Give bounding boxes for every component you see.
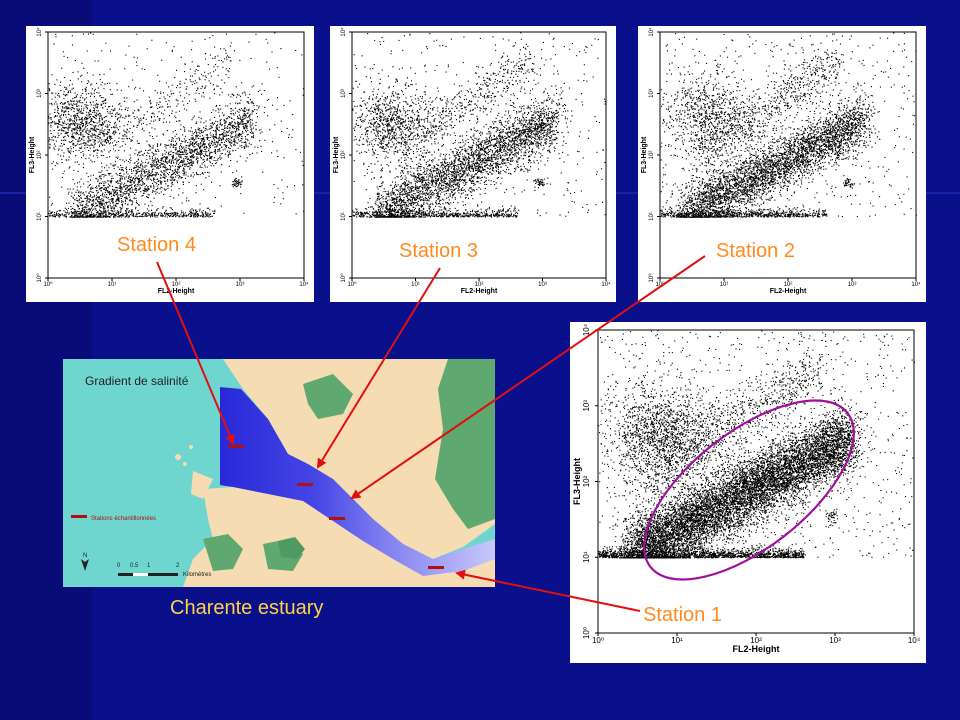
y-tick-label: 10¹ (341, 212, 347, 221)
x-axis-label: FL2-Height (158, 288, 195, 295)
x-tick-label: 10⁴ (911, 281, 921, 288)
y-tick-label: 10² (341, 151, 347, 160)
y-tick-label: 10⁰ (340, 273, 347, 283)
map-legend-text: Stations échantillonnées (91, 516, 156, 522)
north-arrow-icon (81, 559, 89, 571)
y-tick-label: 10² (37, 151, 43, 160)
scatter-panel-station-1: 10⁰ 10⁰ 10¹ 10¹ 10² 10² 10³ 10³ 10⁴ 10⁴ FL2-Height… (570, 322, 926, 663)
x-tick-label: 10⁴ (908, 636, 921, 645)
y-tick-label: 10⁴ (340, 27, 347, 37)
station-2-label: Station 2 (716, 240, 795, 263)
y-tick-label: 10⁰ (36, 273, 43, 283)
y-tick-label: 10³ (37, 89, 43, 98)
x-tick-label: 10¹ (411, 282, 420, 288)
y-axis-label: FL3-Height (572, 458, 582, 505)
highlight-ellipse (643, 399, 855, 581)
map-land-south (183, 487, 495, 587)
x-tick-label: 10² (784, 282, 793, 288)
x-tick-label: 10³ (848, 282, 857, 288)
x-tick-label: 10³ (236, 282, 245, 288)
y-tick-label: 10⁴ (36, 27, 43, 37)
scatter-points (598, 330, 915, 559)
x-axis-label: FL2-Height (770, 288, 807, 295)
map-caption: Charente estuary (170, 597, 323, 620)
x-tick-label: 10⁰ (347, 281, 357, 288)
x-tick-label: 10¹ (108, 282, 117, 288)
y-tick-label: 10² (649, 151, 655, 160)
y-tick-label: 10⁴ (582, 323, 591, 336)
station-1-label: Station 1 (643, 604, 722, 627)
map-scale-bar: 0 0.5 1 2 Kilomètres (117, 563, 211, 578)
map-station-markers (228, 445, 444, 569)
scatter-points (352, 32, 606, 218)
x-axis-label: FL2-Height (461, 288, 498, 295)
x-tick-label: 10¹ (671, 636, 683, 645)
map-title: Gradient de salinité (85, 374, 189, 388)
y-tick-label: 10¹ (582, 551, 591, 563)
y-tick-label: 10¹ (37, 212, 43, 221)
scatter-points (660, 32, 917, 218)
estuary-map: Gradient de salinité Stations échantillo… (63, 359, 495, 587)
x-tick-label: 10¹ (720, 282, 729, 288)
station-3-label: Station 3 (399, 240, 478, 263)
x-tick-label: 10⁰ (43, 281, 53, 288)
x-axis-label: FL2-Height (733, 644, 780, 654)
x-tick-label: 10⁰ (592, 636, 604, 645)
x-tick-label: 10³ (829, 636, 841, 645)
map-legend-marker (71, 515, 87, 518)
y-tick-label: 10⁰ (582, 627, 591, 639)
x-tick-label: 10² (750, 636, 762, 645)
y-tick-label: 10⁰ (648, 273, 655, 283)
y-tick-label: 10⁴ (648, 27, 655, 37)
y-tick-label: 10³ (341, 89, 347, 98)
map-north-label: N (83, 553, 87, 559)
station-4-label: Station 4 (117, 234, 196, 257)
map-salinity-gradient (220, 387, 495, 576)
scatter-panel-station-4: 10⁰ 10⁰ 10¹ 10¹ 10² 10² 10³ 10³ 10⁴ 10⁴ FL2-Height… (26, 26, 314, 302)
y-axis-label: FL3-Height (29, 136, 36, 173)
y-tick-label: 10¹ (649, 212, 655, 221)
scatter-points (48, 32, 305, 218)
y-tick-label: 10³ (582, 400, 591, 412)
x-tick-label: 10³ (538, 282, 547, 288)
x-tick-label: 10⁴ (299, 281, 309, 288)
scatter-plot-station-4: 10⁰10⁰10¹10¹10²10²10³10³10⁴10⁴FL2-Height… (29, 27, 309, 295)
y-tick-label: 10³ (649, 89, 655, 98)
y-tick-label: 10² (582, 475, 591, 487)
x-tick-label: 10⁰ (655, 281, 665, 288)
x-tick-label: 10⁴ (601, 281, 611, 288)
y-axis-label: FL3-Height (641, 136, 648, 173)
y-axis-label: FL3-Height (333, 136, 340, 173)
